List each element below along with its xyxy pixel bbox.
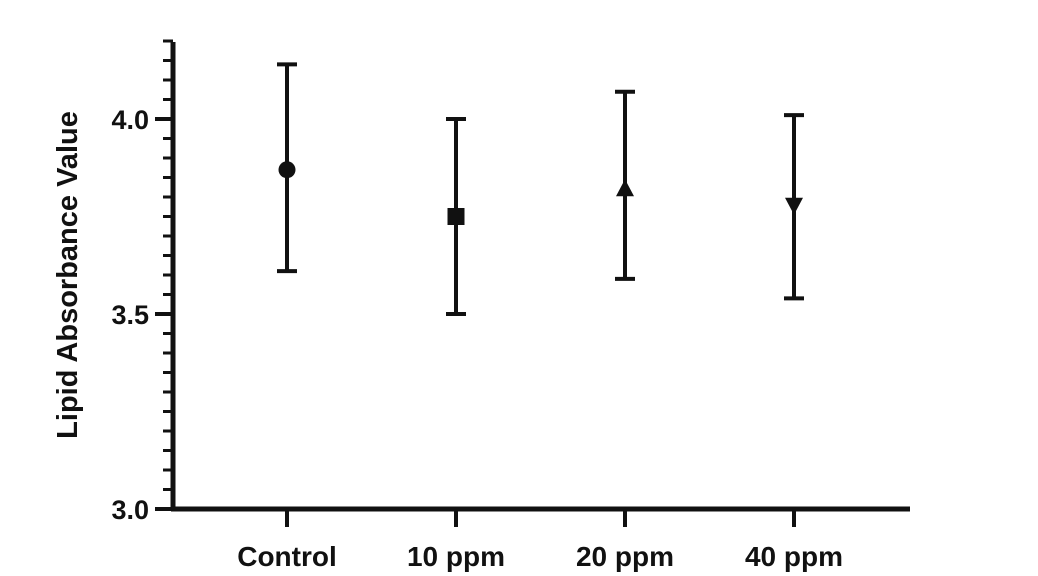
- x-category-label: Control: [237, 541, 337, 572]
- data-marker-triangle-down: [785, 197, 803, 215]
- data-marker-circle: [278, 161, 296, 179]
- x-category-label: 10 ppm: [407, 541, 505, 572]
- data-marks: [277, 62, 804, 316]
- data-point-group: [446, 117, 466, 316]
- y-tick-label: 4.0: [111, 105, 149, 135]
- data-point-group: [277, 62, 297, 274]
- data-marker-square: [447, 208, 465, 225]
- x-category-label: 20 ppm: [576, 541, 674, 572]
- data-point-group: [784, 113, 804, 301]
- tick-labels: 3.0 3.5 4.0 Control 10 ppm 20 ppm 40 ppm: [111, 105, 843, 572]
- y-axis-title: Lipid Absorbance Value: [52, 111, 84, 439]
- y-axis-ticks: [155, 39, 796, 527]
- data-point-group: [615, 89, 635, 281]
- axes: [170, 42, 910, 512]
- y-tick-label: 3.0: [111, 495, 149, 525]
- x-category-label: 40 ppm: [745, 541, 843, 572]
- y-tick-label: 3.5: [111, 300, 149, 330]
- data-marker-triangle-up: [616, 179, 634, 197]
